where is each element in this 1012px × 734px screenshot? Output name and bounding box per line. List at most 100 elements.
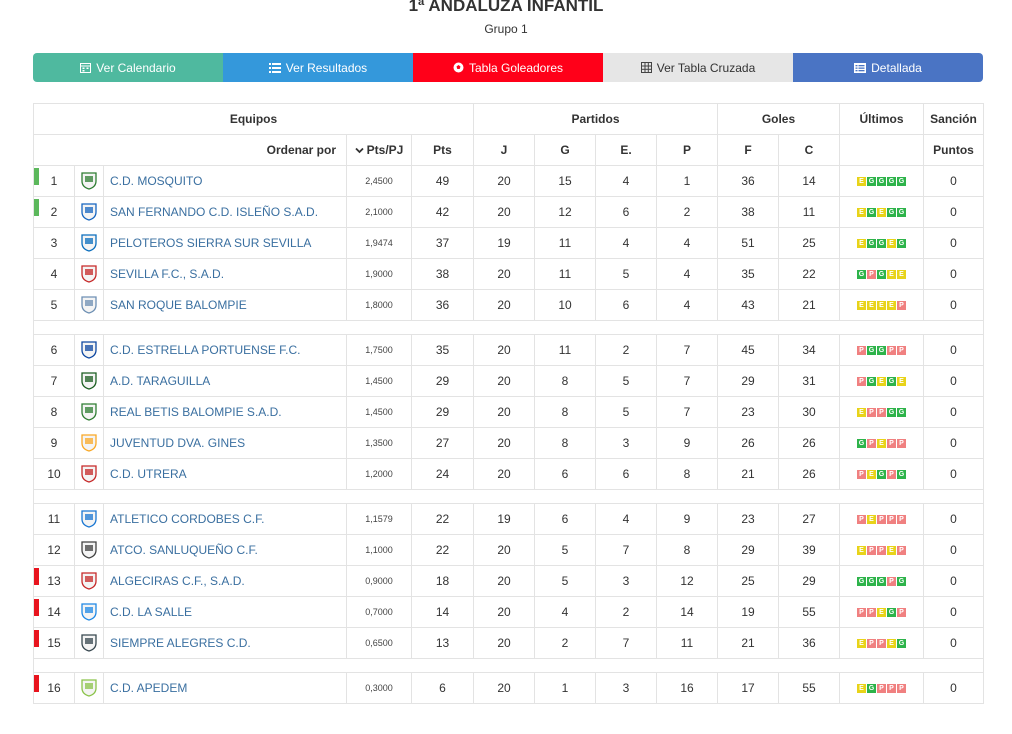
table-row: 2 SAN FERNANDO C.D. ISLEÑO S.A.D. 2,1000 42…	[33, 196, 984, 228]
sanction-points: 0	[923, 258, 984, 290]
sort-ptspj-header[interactable]: Pts/PJ	[346, 134, 412, 166]
result-draw: E	[857, 207, 866, 217]
stat-f: 23	[717, 503, 779, 535]
stat-pts: 22	[411, 503, 474, 535]
sort-label: Ordenar por	[33, 134, 347, 166]
stat-f: 43	[717, 289, 779, 321]
stat-p: 8	[656, 534, 718, 566]
pts-per-game: 0,9000	[346, 565, 412, 597]
pts-per-game: 1,8000	[346, 289, 412, 321]
stat-p: 14	[656, 596, 718, 628]
team-name-link[interactable]: ALGECIRAS C.F., S.A.D.	[103, 565, 347, 597]
stat-g: 5	[534, 565, 596, 597]
team-name-link[interactable]: C.D. LA SALLE	[103, 596, 347, 628]
team-shield	[74, 627, 104, 659]
position-number: 3	[50, 236, 58, 250]
result-loss: P	[897, 607, 906, 617]
stat-g: 8	[534, 365, 596, 397]
result-loss: P	[867, 269, 876, 279]
col-c[interactable]: C	[778, 134, 840, 166]
col-g[interactable]: G	[534, 134, 596, 166]
team-name-link[interactable]: C.D. ESTRELLA PORTUENSE F.C.	[103, 334, 347, 366]
team-name-link[interactable]: SEVILLA F.C., S.A.D.	[103, 258, 347, 290]
team-name-link[interactable]: ATLETICO CORDOBES C.F.	[103, 503, 347, 535]
pts-per-game: 0,7000	[346, 596, 412, 628]
team-name-link[interactable]: C.D. UTRERA	[103, 458, 347, 490]
stat-f: 29	[717, 365, 779, 397]
result-loss: P	[857, 345, 866, 355]
page-title: 1ª ANDALUZA INFANTIL	[408, 0, 604, 15]
shield-icon	[81, 603, 97, 621]
result-win: G	[897, 469, 906, 479]
team-shield	[74, 365, 104, 397]
position-cell: 11	[33, 503, 75, 535]
team-name-link[interactable]: PELOTEROS SIERRA SUR SEVILLA	[103, 227, 347, 259]
stat-f: 21	[717, 627, 779, 659]
stat-j: 20	[473, 289, 535, 321]
table-row: 6 C.D. ESTRELLA PORTUENSE F.C. 1,7500 35 20 1…	[33, 334, 984, 366]
result-loss: P	[897, 545, 906, 555]
table-row: 11 ATLETICO CORDOBES C.F. 1,1579 22 19 6 4 9 23 2…	[33, 503, 984, 535]
position-cell: 5	[33, 289, 75, 321]
result-draw: E	[857, 176, 866, 186]
stat-f: 35	[717, 258, 779, 290]
tabla-goleadores-button[interactable]: Tabla Goleadores	[413, 53, 603, 82]
position-number: 5	[50, 298, 58, 312]
group-separator	[33, 320, 984, 335]
team-name-link[interactable]: ATCO. SANLUQUEÑO C.F.	[103, 534, 347, 566]
stat-e: 5	[595, 365, 657, 397]
team-name-link[interactable]: C.D. MOSQUITO	[103, 165, 347, 197]
ver-tabla-cruzada-button[interactable]: Ver Tabla Cruzada	[603, 53, 793, 82]
shield-icon	[81, 372, 97, 390]
view-toolbar: Ver Calendario Ver Resultados Tabla Golead…	[33, 53, 983, 82]
sanction-points: 0	[923, 596, 984, 628]
stat-g: 11	[534, 227, 596, 259]
team-name-link[interactable]: SAN FERNANDO C.D. ISLEÑO S.A.D.	[103, 196, 347, 228]
team-name-link[interactable]: SIEMPRE ALEGRES C.D.	[103, 627, 347, 659]
stat-e: 5	[595, 258, 657, 290]
position-cell: 15	[33, 627, 75, 659]
stat-p: 16	[656, 672, 718, 704]
position-cell: 1	[33, 165, 75, 197]
result-win: G	[877, 269, 886, 279]
shield-icon	[81, 296, 97, 314]
detallada-button[interactable]: Detallada	[793, 53, 983, 82]
stat-f: 51	[717, 227, 779, 259]
team-name-link[interactable]: A.D. TARAGUILLA	[103, 365, 347, 397]
col-p[interactable]: P	[656, 134, 718, 166]
col-f[interactable]: F	[717, 134, 779, 166]
header-sancion: Sanción	[923, 103, 984, 135]
result-draw: E	[887, 269, 896, 279]
position-number: 2	[50, 205, 58, 219]
stat-pts: 27	[411, 427, 474, 459]
stat-e: 6	[595, 458, 657, 490]
result-draw: E	[867, 300, 876, 310]
stat-j: 20	[473, 334, 535, 366]
team-name-link[interactable]: JUVENTUD DVA. GINES	[103, 427, 347, 459]
result-win: G	[887, 176, 896, 186]
stat-f: 45	[717, 334, 779, 366]
result-loss: P	[867, 607, 876, 617]
ver-calendario-button[interactable]: Ver Calendario	[33, 53, 223, 82]
col-ultimos	[839, 134, 924, 166]
col-pts[interactable]: Pts	[411, 134, 474, 166]
stat-c: 26	[778, 427, 840, 459]
position-cell: 10	[33, 458, 75, 490]
ver-resultados-button[interactable]: Ver Resultados	[223, 53, 413, 82]
stat-c: 26	[778, 458, 840, 490]
team-name-link[interactable]: C.D. APEDEM	[103, 672, 347, 704]
col-e[interactable]: E.	[595, 134, 657, 166]
team-name-link[interactable]: REAL BETIS BALOMPIE S.A.D.	[103, 396, 347, 428]
team-shield	[74, 258, 104, 290]
position-number: 7	[50, 374, 58, 388]
col-j[interactable]: J	[473, 134, 535, 166]
result-loss: P	[897, 514, 906, 524]
shield-icon	[81, 203, 97, 221]
stat-pts: 13	[411, 627, 474, 659]
chevron-down-icon	[355, 147, 364, 154]
team-name-link[interactable]: SAN ROQUE BALOMPIE	[103, 289, 347, 321]
